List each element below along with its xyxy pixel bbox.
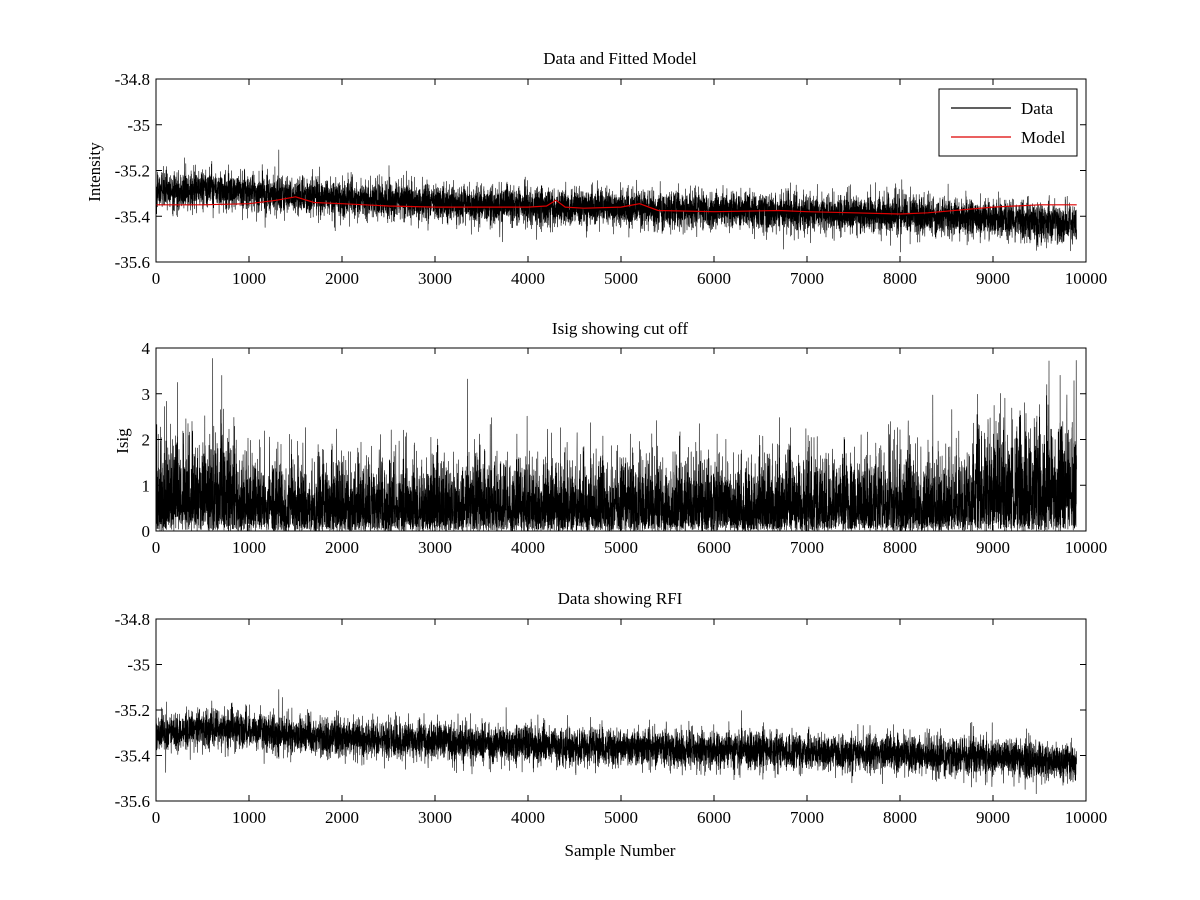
series-group — [156, 689, 1077, 794]
y-tick-label: -35.2 — [115, 701, 150, 720]
x-tick-label: 4000 — [511, 269, 545, 288]
x-tick-label: 6000 — [697, 269, 731, 288]
x-tick-label: 1000 — [232, 808, 266, 827]
x-tick-label: 3000 — [418, 269, 452, 288]
y-tick-label: 0 — [142, 522, 151, 541]
x-tick-label: 7000 — [790, 538, 824, 557]
series-model-line — [156, 196, 1077, 215]
x-tick-label: 5000 — [604, 269, 638, 288]
x-tick-label: 8000 — [883, 808, 917, 827]
series-data-line — [156, 689, 1077, 794]
y-tick-label: 4 — [142, 339, 151, 358]
legend-label-data: Data — [1021, 99, 1054, 118]
x-tick-label: 4000 — [511, 538, 545, 557]
x-tick-label: 4000 — [511, 808, 545, 827]
plot-area — [156, 619, 1086, 801]
legend: Data Model — [938, 88, 1078, 157]
x-tick-label: 3000 — [418, 538, 452, 557]
chart-title: Data showing RFI — [558, 589, 683, 608]
x-tick-label: 8000 — [883, 269, 917, 288]
x-tick-label: 3000 — [418, 808, 452, 827]
series-isig-line — [156, 358, 1077, 531]
y-tick-label: -35 — [127, 116, 150, 135]
x-tick-label: 2000 — [325, 269, 359, 288]
y-tick-label: -35.2 — [115, 162, 150, 181]
x-tick-label: 0 — [152, 269, 161, 288]
y-tick-label: 1 — [142, 476, 151, 495]
chart-title: Isig showing cut off — [552, 319, 688, 338]
x-tick-label: 10000 — [1065, 808, 1108, 827]
x-axis-label: Sample Number — [565, 841, 676, 860]
x-tick-label: 2000 — [325, 538, 359, 557]
y-tick-label: -35.4 — [115, 207, 151, 226]
legend-label-model: Model — [1021, 128, 1066, 147]
subplot-isig: Isig showing cut off Isig 0 1000 2000 3000 4… — [113, 319, 1107, 557]
x-tick-label: 8000 — [883, 538, 917, 557]
chart-title: Data and Fitted Model — [543, 49, 697, 68]
x-tick-label: 9000 — [976, 808, 1010, 827]
subplot-data-and-fitted-model: Data and Fitted Model Intensity 0 1000 200… — [85, 49, 1107, 288]
y-tick-label: 3 — [142, 385, 151, 404]
x-tick-label: 6000 — [697, 808, 731, 827]
x-tick-label: 1000 — [232, 538, 266, 557]
y-tick-label: -35 — [127, 656, 150, 675]
y-axis-label: Isig — [113, 428, 132, 454]
x-tick-label: 7000 — [790, 808, 824, 827]
y-axis-label: Intensity — [85, 142, 104, 202]
x-tick-label: 10000 — [1065, 538, 1108, 557]
y-tick-label: -35.4 — [115, 747, 151, 766]
series-group — [156, 149, 1077, 253]
y-tick-label: -35.6 — [115, 792, 150, 811]
x-tick-label: 2000 — [325, 808, 359, 827]
x-tick-label: 5000 — [604, 808, 638, 827]
legend-box — [938, 88, 1078, 157]
series-group — [156, 358, 1077, 531]
y-tick-label: -35.6 — [115, 253, 150, 272]
x-tick-label: 10000 — [1065, 269, 1108, 288]
x-tick-label: 5000 — [604, 538, 638, 557]
y-tick-label: -34.8 — [115, 610, 150, 629]
y-tick-label: -34.8 — [115, 70, 150, 89]
x-tick-label: 6000 — [697, 538, 731, 557]
x-tick-label: 1000 — [232, 269, 266, 288]
x-tick-label: 7000 — [790, 269, 824, 288]
x-tick-label: 9000 — [976, 269, 1010, 288]
x-tick-label: 0 — [152, 538, 161, 557]
y-tick-label: 2 — [142, 431, 151, 450]
x-tick-label: 0 — [152, 808, 161, 827]
subplot-data-showing-rfi: Data showing RFI Sample Number 0 1000 2000… — [115, 589, 1108, 860]
x-tick-label: 9000 — [976, 538, 1010, 557]
series-data-line — [156, 149, 1077, 253]
